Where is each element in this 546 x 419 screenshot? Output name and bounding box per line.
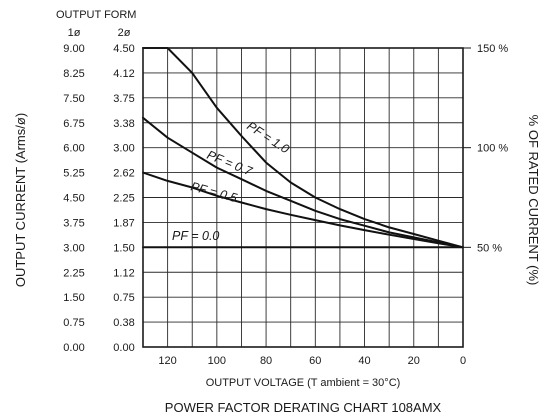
y-tick-label-2phase: 3.00 bbox=[113, 143, 134, 155]
y-ticks-2phase: 0.00 0.38 0.75 1.12 1.50 1.87 2.25 2.62 3.00 3.38… bbox=[113, 43, 134, 354]
y-tick-label-2phase: 2.62 bbox=[113, 168, 134, 180]
chart-title: POWER FACTOR DERATING CHART 108AMX bbox=[165, 400, 442, 415]
y-tick-label-1phase: 8.25 bbox=[63, 68, 84, 80]
y-tick-label-2phase: 4.50 bbox=[113, 43, 134, 55]
y-tick-label-2phase: 0.38 bbox=[113, 317, 134, 329]
series-label-pf-0-0: PF = 0.0 bbox=[172, 229, 219, 243]
x-tick-label: 0 bbox=[460, 355, 466, 367]
y-tick-label-1phase: 3.75 bbox=[63, 217, 84, 229]
y-axis-label-right: % OF RATED CURRENT (%) bbox=[526, 115, 541, 286]
y-tick-label-1phase: 6.75 bbox=[63, 118, 84, 130]
series-label-pf-0-5: PF = 0.5 bbox=[189, 179, 238, 205]
y-tick-label-2phase: 3.38 bbox=[113, 118, 134, 130]
column-2phase-label: 2ø bbox=[118, 27, 131, 39]
x-tick-label: 80 bbox=[260, 355, 272, 367]
y-tick-label-1phase: 3.00 bbox=[63, 242, 84, 254]
y-tick-label-1phase: 7.50 bbox=[63, 93, 84, 105]
y-tick-label-2phase: 4.12 bbox=[113, 68, 134, 80]
y-tick-label-2phase: 1.50 bbox=[113, 242, 134, 254]
y-tick-label-2phase: 1.12 bbox=[113, 267, 134, 279]
y-tick-label-2phase: 0.00 bbox=[113, 342, 134, 354]
plot-frame bbox=[142, 47, 464, 348]
y-axis-label-left: OUTPUT CURRENT (Arms/ø) bbox=[13, 113, 28, 287]
x-tick-label: 20 bbox=[408, 355, 420, 367]
series-line-2 bbox=[142, 171, 464, 249]
right-tick-label: 150 % bbox=[477, 43, 508, 55]
y-tick-label-1phase: 2.25 bbox=[63, 267, 84, 279]
y-tick-label-1phase: 4.50 bbox=[63, 193, 84, 205]
x-tick-label: 40 bbox=[358, 355, 370, 367]
x-axis-label: OUTPUT VOLTAGE (T ambient = 30°C) bbox=[206, 377, 401, 389]
y-tick-label-2phase: 0.75 bbox=[113, 292, 134, 304]
column-1phase-label: 1ø bbox=[68, 27, 81, 39]
series-line-0 bbox=[142, 47, 464, 249]
y-tick-label-1phase: 5.25 bbox=[63, 168, 84, 180]
y-tick-label-2phase: 3.75 bbox=[113, 93, 134, 105]
x-tick-label: 60 bbox=[309, 355, 321, 367]
y-tick-label-1phase: 1.50 bbox=[63, 292, 84, 304]
y-tick-label-1phase: 9.00 bbox=[63, 43, 84, 55]
grid bbox=[143, 47, 463, 348]
y-ticks-1phase: 0.00 0.75 1.50 2.25 3.00 3.75 4.50 5.25 6.00 6.75… bbox=[63, 43, 84, 354]
right-ticks: 150 % 100 % 50 % bbox=[463, 43, 508, 254]
right-tick-label: 50 % bbox=[477, 242, 502, 254]
y-tick-label-1phase: 6.00 bbox=[63, 143, 84, 155]
series-line-1 bbox=[142, 116, 464, 249]
series-lines bbox=[142, 47, 464, 249]
y-tick-label-1phase: 0.75 bbox=[63, 317, 84, 329]
y-tick-label-2phase: 1.87 bbox=[113, 217, 134, 229]
x-tick-label: 120 bbox=[158, 355, 176, 367]
y-tick-label-1phase: 0.00 bbox=[63, 342, 84, 354]
y-tick-label-2phase: 2.25 bbox=[113, 193, 134, 205]
x-tick-label: 100 bbox=[208, 355, 226, 367]
x-ticks: 120 100 80 60 40 20 0 bbox=[158, 355, 466, 367]
series-label-pf-1-0: PF = 1.0 bbox=[244, 119, 291, 157]
right-tick-label: 100 % bbox=[477, 143, 508, 155]
output-form-label: OUTPUT FORM bbox=[56, 9, 136, 21]
